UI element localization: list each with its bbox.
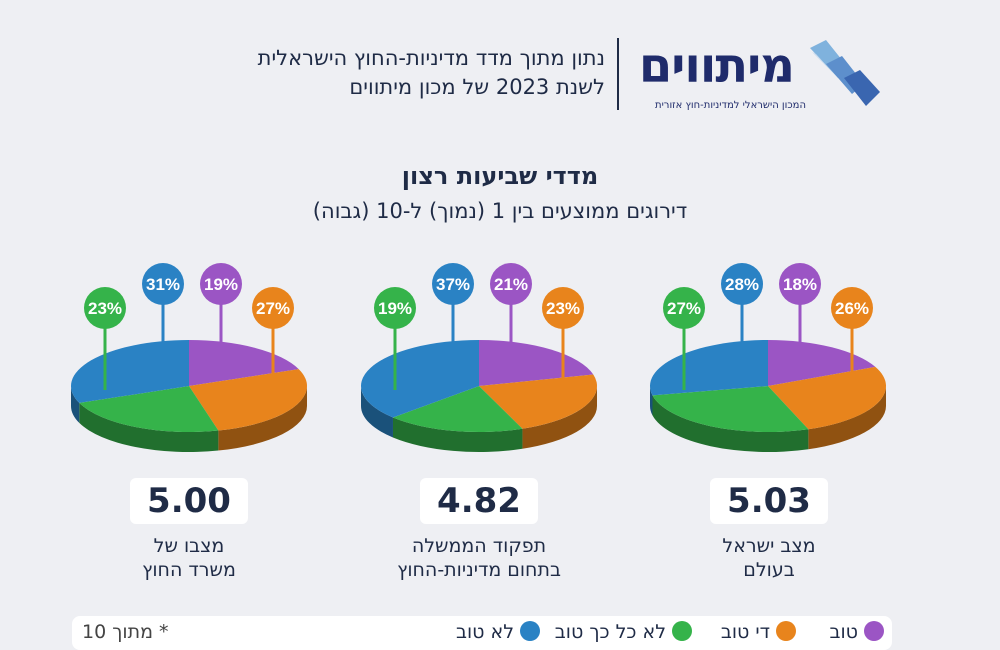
caption-israel-line1: מצב ישראל xyxy=(722,535,816,557)
pie-israel-bubble-not-so-good xyxy=(663,287,705,329)
chart-subtitle: דירוגים ממוצעים בין 1 (נמוך) ל-10 (גבוה) xyxy=(312,199,688,223)
pie-israel-slice-fairly-good xyxy=(768,366,886,430)
logo-tagline: המכון הישראלי למדיניות-חוץ אזורית xyxy=(655,100,806,111)
header-line-1: נתון מתוך מדד מדיניות-החוץ הישראלית xyxy=(257,46,605,70)
pie-government: 21% 23% 19% 37% xyxy=(360,263,597,452)
pie-israel-slice-not-good xyxy=(650,340,768,396)
pie-israel-label-good: 18% xyxy=(783,275,817,294)
pie-israel: 18% 26% 27% 28% xyxy=(650,263,886,452)
pie-government-bubble-fairly-good xyxy=(542,287,584,329)
legend-swatch-good xyxy=(864,621,884,641)
score-badge-ministry: 5.00 xyxy=(130,478,248,524)
pie-israel-bubble-fairly-good xyxy=(831,287,873,329)
pie-government-side-not-good xyxy=(360,386,393,438)
legend-note: * מתוך 10 xyxy=(82,621,169,643)
pie-ministry-slice-not-so-good xyxy=(79,386,219,432)
pie-israel-slice-not-so-good xyxy=(652,386,809,432)
legend-swatch-fairly-good xyxy=(776,621,796,641)
score-badge-israel: 5.03 xyxy=(710,478,828,524)
pie-government-side-not-so-good xyxy=(392,417,523,452)
pie-ministry-side-not-so-good xyxy=(79,402,219,452)
legend-label-not-so-good: לא כל כך טוב xyxy=(554,621,666,643)
pie-israel-label-fairly-good: 26% xyxy=(835,299,869,318)
pie-ministry-slice-not-good xyxy=(70,340,189,403)
caption-government-line1: תפקוד הממשלה xyxy=(411,535,547,557)
chart-title: מדדי שביעות רצון xyxy=(401,162,599,190)
score-badge-government: 4.82 xyxy=(420,478,538,524)
pie-ministry-slice-good xyxy=(189,340,299,386)
pie-government-bubble-not-good xyxy=(432,263,474,305)
pie-ministry-bubble-good xyxy=(200,263,242,305)
pie-government-label-not-so-good: 19% xyxy=(378,299,412,318)
pie-ministry-bubble-not-so-good xyxy=(84,287,126,329)
pie-israel-slice-good xyxy=(768,340,876,386)
header-divider xyxy=(617,38,619,110)
logo-emblem-icon xyxy=(810,40,880,106)
pie-government-label-fairly-good: 23% xyxy=(546,299,580,318)
pie-government-slice-not-so-good xyxy=(392,386,523,432)
pie-ministry-side-fairly-good xyxy=(218,386,307,451)
caption-ministry-line2: משרד החוץ xyxy=(142,559,236,581)
caption-israel-line2: בעולם xyxy=(743,559,795,581)
pie-ministry-label-not-so-good: 23% xyxy=(88,299,122,318)
mitvim-logo: מיתווים המכון הישראלי למדיניות-חוץ אזורי… xyxy=(636,36,906,116)
pie-israel-side-not-good xyxy=(650,386,653,416)
pie-ministry-label-good: 19% xyxy=(204,275,238,294)
caption-government: תפקוד הממשלה בתחום מדיניות-החוץ xyxy=(359,534,599,582)
pie-government-slice-good xyxy=(479,340,594,386)
pie-government-slice-not-good xyxy=(360,340,479,418)
caption-ministry-line1: מצבו של xyxy=(153,535,225,557)
pie-government-label-good: 21% xyxy=(494,275,528,294)
pie-government-label-not-good: 37% xyxy=(436,275,470,294)
pie-government-bubble-good xyxy=(490,263,532,305)
legend: טוב די טוב לא כל כך טוב לא טוב * מתוך 10 xyxy=(72,616,892,650)
pie-ministry-label-not-good: 31% xyxy=(146,275,180,294)
caption-ministry: מצבו של משרד החוץ xyxy=(69,534,309,582)
legend-label-good: טוב xyxy=(829,621,858,643)
pie-israel-label-not-so-good: 27% xyxy=(667,299,701,318)
header-text: נתון מתוך מדד מדיניות-החוץ הישראלית לשנת… xyxy=(258,44,605,102)
pie-ministry: 19% 27% 23% 31% xyxy=(70,263,307,452)
legend-swatch-not-so-good xyxy=(672,621,692,641)
pie-israel-bubble-good xyxy=(779,263,821,305)
pie-government-side-fairly-good xyxy=(522,386,597,449)
logo-wordmark: מיתווים xyxy=(638,38,795,94)
pie-ministry-label-fairly-good: 27% xyxy=(256,299,290,318)
legend-item-not-so-good: לא כל כך טוב xyxy=(555,621,692,643)
pie-ministry-bubble-fairly-good xyxy=(252,287,294,329)
legend-item-not-good: לא טוב xyxy=(456,621,540,643)
caption-government-line2: בתחום מדיניות-החוץ xyxy=(397,559,561,581)
pie-ministry-slice-fairly-good xyxy=(189,369,307,431)
legend-label-fairly-good: די טוב xyxy=(720,621,770,643)
legend-item-good: טוב xyxy=(830,621,884,643)
pie-ministry-side-not-good xyxy=(71,386,80,423)
pie-government-slice-fairly-good xyxy=(479,374,597,429)
legend-item-fairly-good: די טוב xyxy=(721,621,796,643)
pie-israel-bubble-not-good xyxy=(721,263,763,305)
pie-ministry-bubble-not-good xyxy=(142,263,184,305)
header-line-2: לשנת 2023 של מכון מיתווים xyxy=(349,75,605,99)
pie-israel-label-not-good: 28% xyxy=(725,275,759,294)
legend-swatch-not-good xyxy=(520,621,540,641)
pie-charts: 18% 26% 27% 28% 21% 23% 19% 37% 19% 27% 23% 31% xyxy=(70,263,886,452)
header: מיתווים המכון הישראלי למדיניות-חוץ אזורי… xyxy=(0,32,1000,122)
legend-label-not-good: לא טוב xyxy=(455,621,514,643)
pie-government-bubble-not-so-good xyxy=(374,287,416,329)
pie-israel-side-not-so-good xyxy=(652,395,809,452)
caption-israel: מצב ישראל בעולם xyxy=(649,534,889,582)
pie-israel-side-fairly-good xyxy=(808,386,886,450)
